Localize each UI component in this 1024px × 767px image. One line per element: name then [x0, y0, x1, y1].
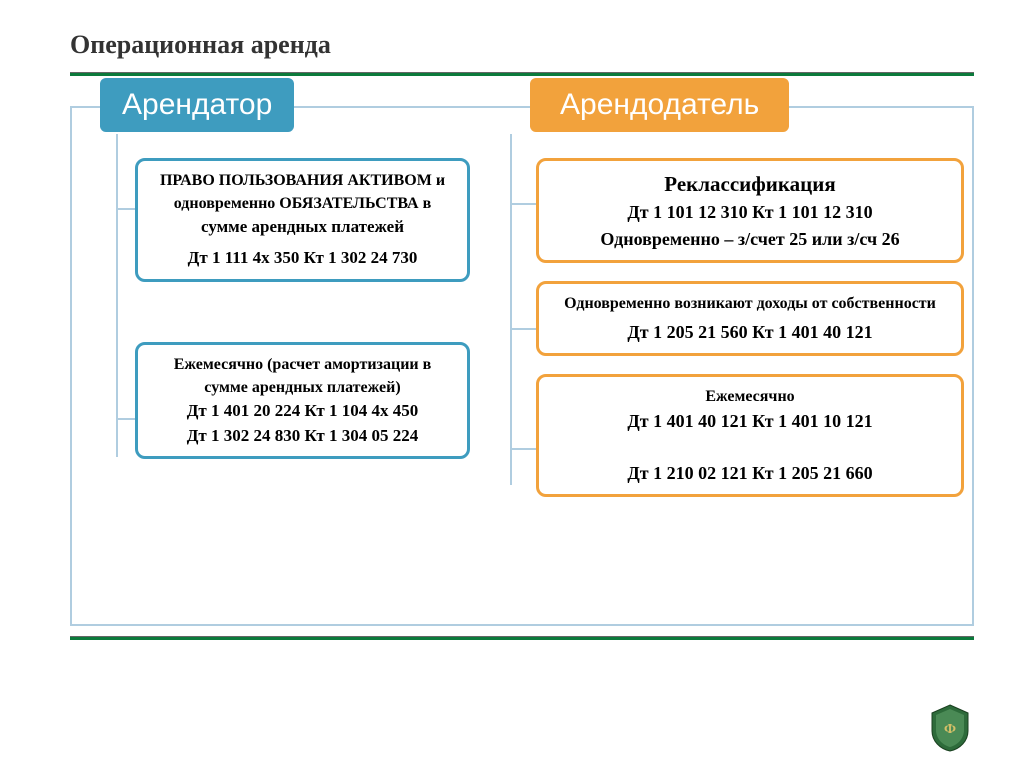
card-title: Одновременно возникают доходы от собстве…: [549, 292, 951, 315]
slide-title: Операционная аренда: [70, 30, 974, 60]
card-title: Реклассификация: [549, 169, 951, 199]
card-line: [549, 434, 951, 460]
connector-h: [510, 203, 538, 205]
header-lessee: Арендатор: [100, 78, 294, 132]
connector-h: [116, 418, 136, 420]
card-line: Дт 1 210 02 121 Кт 1 205 21 660: [549, 460, 951, 486]
card-line: Ежемесячно (расчет амортизации в: [148, 353, 457, 376]
card-line: одновременно ОБЯЗАТЕЛЬСТВА в: [148, 192, 457, 215]
card-line: Дт 1 302 24 830 Кт 1 304 05 224: [148, 424, 457, 449]
card-lessor-3: Ежемесячно Дт 1 401 40 121 Кт 1 401 10 1…: [536, 374, 964, 497]
connector-h: [510, 328, 538, 330]
logo-icon: Ф: [928, 703, 972, 753]
card-line: Дт 1 101 12 310 Кт 1 101 12 310: [549, 199, 951, 225]
card-line: сумме арендных платежей: [148, 215, 457, 240]
divider-top: [70, 72, 974, 76]
card-line: ПРАВО ПОЛЬЗОВАНИЯ АКТИВОМ и: [148, 169, 457, 192]
header-lessor: Арендодатель: [530, 78, 789, 132]
connector-h: [510, 448, 538, 450]
diagram-container: Арендатор ПРАВО ПОЛЬЗОВАНИЯ АКТИВОМ и од…: [70, 106, 974, 626]
svg-text:Ф: Ф: [944, 722, 956, 737]
connector-h: [116, 208, 136, 210]
connector-vertical-right: [510, 134, 512, 485]
card-title: Ежемесячно: [549, 385, 951, 408]
divider-bottom: [70, 636, 974, 640]
card-line: Дт 1 205 21 560 Кт 1 401 40 121: [549, 319, 951, 345]
card-lessor-2: Одновременно возникают доходы от собстве…: [536, 281, 964, 356]
card-line: Дт 1 111 4х 350 Кт 1 302 24 730: [148, 246, 457, 271]
card-line: Дт 1 401 40 121 Кт 1 401 10 121: [549, 408, 951, 434]
column-lessee: Арендатор ПРАВО ПОЛЬЗОВАНИЯ АКТИВОМ и од…: [80, 108, 470, 487]
card-line: Одновременно – з/счет 25 или з/сч 26: [549, 226, 951, 252]
connector-vertical-left: [116, 134, 118, 457]
card-line: Дт 1 401 20 224 Кт 1 104 4х 450: [148, 399, 457, 424]
column-lessor: Арендодатель Реклассификация Дт 1 101 12…: [490, 108, 964, 515]
card-lessee-1: ПРАВО ПОЛЬЗОВАНИЯ АКТИВОМ и одновременно…: [135, 158, 470, 282]
card-lessee-2: Ежемесячно (расчет амортизации в сумме а…: [135, 342, 470, 460]
card-lessor-1: Реклассификация Дт 1 101 12 310 Кт 1 101…: [536, 158, 964, 263]
card-line: сумме арендных платежей): [148, 376, 457, 399]
